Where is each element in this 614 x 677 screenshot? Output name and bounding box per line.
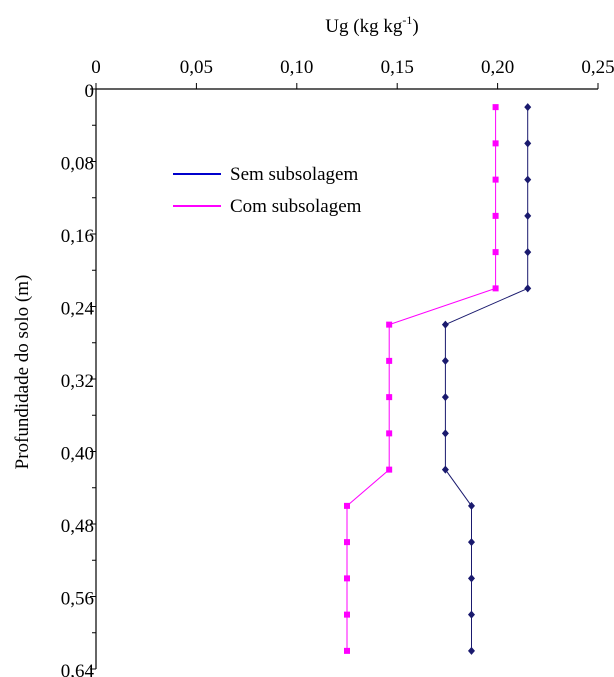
data-point-sem-subsolagem (441, 320, 449, 329)
y-axis-ticks: 0 0,08 0,16 0,24 0,32 0,40 0,48 0,56 0,64 (61, 81, 96, 677)
y-tick-label: 0,56 (61, 589, 94, 610)
data-point-sem-subsolagem (524, 248, 532, 257)
x-axis-title: Ug (kg kg-1) (325, 13, 418, 37)
data-point-sem-subsolagem (524, 211, 532, 220)
data-point-sem-subsolagem (467, 538, 475, 547)
series-layer (344, 103, 532, 655)
x-axis-title-close: ) (412, 16, 418, 37)
series-line-com-subsolagem (346, 107, 497, 651)
data-point-com-subsolagem (492, 285, 499, 292)
data-point-com-subsolagem (344, 539, 350, 546)
x-tick-label: 0 (91, 57, 101, 78)
data-point-com-subsolagem (386, 430, 393, 437)
data-point-com-subsolagem (492, 176, 499, 183)
data-point-com-subsolagem (386, 357, 393, 364)
data-point-com-subsolagem (492, 212, 499, 219)
y-tick-label: 0 (85, 81, 95, 102)
data-point-com-subsolagem (344, 502, 350, 509)
data-point-com-subsolagem (492, 249, 499, 256)
data-point-sem-subsolagem (524, 103, 532, 112)
series-line-sem-subsolagem (444, 107, 529, 651)
y-axis-title: Profundidade do solo (m) (12, 275, 33, 470)
data-point-com-subsolagem (492, 140, 499, 147)
y-tick-label: 0,48 (61, 516, 94, 537)
y-tick-label: 0,32 (61, 371, 94, 392)
data-point-com-subsolagem (386, 321, 393, 328)
y-tick-label: 0,08 (61, 154, 94, 175)
data-point-sem-subsolagem (441, 429, 449, 438)
legend-label-com-subsolagem: Com subsolagem (230, 196, 362, 217)
data-point-sem-subsolagem (441, 356, 449, 365)
x-axis-ticks: 0 0,05 0,10 0,15 0,20 0,25 (91, 57, 614, 89)
x-tick-label: 0,25 (581, 57, 614, 78)
data-point-sem-subsolagem (467, 574, 475, 583)
y-tick-label: 0,64 (61, 661, 95, 677)
y-tick-label: 0,24 (61, 299, 95, 320)
x-tick-label: 0,20 (481, 57, 514, 78)
data-point-sem-subsolagem (467, 501, 475, 510)
data-point-sem-subsolagem (467, 646, 475, 655)
data-point-com-subsolagem (386, 394, 393, 401)
data-point-sem-subsolagem (524, 175, 532, 184)
data-point-sem-subsolagem (467, 610, 475, 619)
data-point-com-subsolagem (492, 104, 499, 111)
legend-label-sem-subsolagem: Sem subsolagem (230, 164, 358, 185)
x-tick-label: 0,10 (280, 57, 313, 78)
data-point-com-subsolagem (344, 647, 350, 654)
y-tick-label: 0,40 (61, 444, 94, 465)
data-point-com-subsolagem (386, 466, 393, 473)
x-tick-label: 0,05 (180, 57, 213, 78)
data-point-sem-subsolagem (441, 465, 449, 474)
x-tick-label: 0,15 (381, 57, 414, 78)
x-axis-title-superscript: -1 (402, 13, 412, 27)
data-point-com-subsolagem (344, 611, 350, 618)
legend: Sem subsolagem Com subsolagem (173, 164, 362, 217)
data-point-sem-subsolagem (524, 139, 532, 148)
x-axis-title-main: Ug (kg kg (325, 16, 403, 37)
data-point-sem-subsolagem (441, 393, 449, 402)
data-point-sem-subsolagem (524, 284, 532, 293)
data-point-com-subsolagem (344, 575, 350, 582)
y-tick-label: 0,16 (61, 226, 94, 247)
